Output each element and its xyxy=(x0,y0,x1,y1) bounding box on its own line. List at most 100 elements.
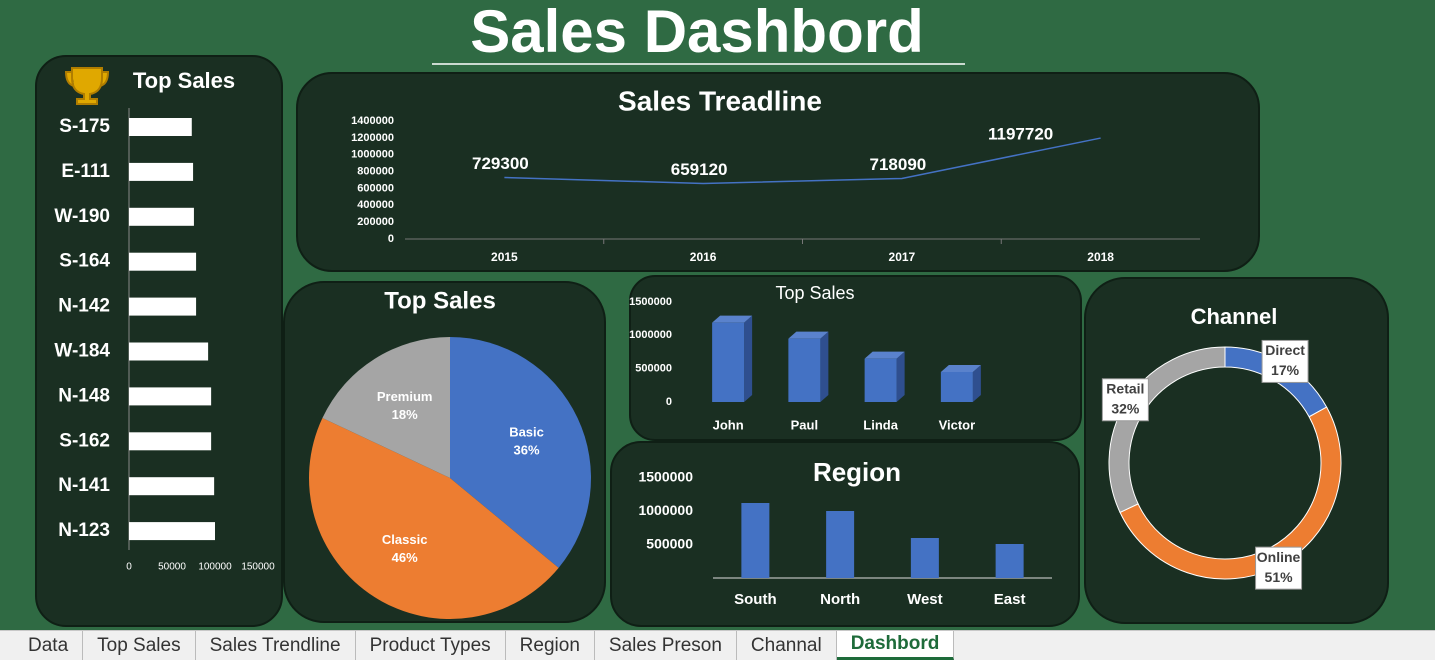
slice-category: Premium xyxy=(377,389,433,404)
sheet-tab[interactable]: Region xyxy=(506,631,595,660)
pie-slice xyxy=(322,337,450,478)
bar xyxy=(129,432,212,451)
segment-category: Direct xyxy=(1265,342,1305,358)
pie-slice xyxy=(308,417,559,620)
bar xyxy=(788,338,821,402)
x-tick-label: 0 xyxy=(126,562,132,573)
sheet-tab[interactable]: Dashbord xyxy=(836,631,955,660)
bar xyxy=(741,503,770,578)
data-label: 718090 xyxy=(870,155,927,174)
y-tick-label: 500000 xyxy=(646,535,693,551)
pie-slice xyxy=(450,337,591,568)
x-tick-label: 2016 xyxy=(690,250,717,264)
y-tick-label: 1000000 xyxy=(629,329,672,341)
bar-side xyxy=(972,365,981,402)
panel xyxy=(296,72,1260,272)
panel xyxy=(35,55,283,627)
bar xyxy=(129,297,197,316)
x-tick-label: Victor xyxy=(939,417,976,432)
bar xyxy=(129,252,197,271)
label-box xyxy=(1101,378,1149,422)
bar-top xyxy=(940,365,981,372)
chart-title: Top Sales xyxy=(133,68,235,93)
x-tick-label: 2015 xyxy=(491,250,518,264)
bar xyxy=(940,372,973,402)
y-tick-label: 1000000 xyxy=(638,502,693,518)
x-tick-label: East xyxy=(994,591,1026,608)
category-label: E-111 xyxy=(61,161,110,182)
y-tick-label: 400000 xyxy=(357,199,394,211)
category-label: N-141 xyxy=(58,475,110,496)
x-tick-label: Linda xyxy=(863,417,898,432)
segment-category: Retail xyxy=(1106,380,1144,396)
segment-category: Online xyxy=(1257,549,1301,565)
chart-title: Region xyxy=(813,457,901,487)
bar-side xyxy=(744,315,753,402)
y-tick-label: 1000000 xyxy=(351,149,394,161)
y-tick-label: 0 xyxy=(388,233,394,245)
category-label: W-190 xyxy=(54,206,110,227)
x-tick-label: Paul xyxy=(791,417,818,432)
category-label: S-162 xyxy=(59,430,110,451)
slice-value: 18% xyxy=(392,407,418,422)
bar xyxy=(129,207,194,226)
bar xyxy=(129,522,215,541)
bar xyxy=(910,538,939,578)
bar xyxy=(129,477,215,496)
label-box xyxy=(1255,546,1303,590)
category-label: S-164 xyxy=(59,251,110,272)
sheet-tab[interactable]: Sales Trendline xyxy=(196,631,356,660)
tab-spacer xyxy=(0,631,14,660)
sheet-tab[interactable]: Data xyxy=(14,631,84,660)
data-label: 1197720 xyxy=(988,125,1053,144)
bar xyxy=(129,387,212,406)
y-tick-label: 0 xyxy=(666,396,672,408)
category-label: N-142 xyxy=(58,296,110,317)
y-tick-label: 200000 xyxy=(357,216,394,228)
category-label: N-148 xyxy=(58,385,110,406)
line xyxy=(504,137,1101,185)
segment-value: 51% xyxy=(1265,569,1294,585)
slice-value: 36% xyxy=(514,442,540,457)
slice-value: 46% xyxy=(392,550,418,565)
y-tick-label: 1200000 xyxy=(351,132,394,144)
y-tick-label: 1500000 xyxy=(638,469,693,485)
bar-top xyxy=(864,351,905,359)
segment-value: 32% xyxy=(1111,400,1140,416)
y-tick-label: 500000 xyxy=(635,363,672,375)
trophy-icon xyxy=(64,67,110,105)
category-label: N-123 xyxy=(58,520,110,541)
data-label: 729300 xyxy=(472,154,529,173)
x-tick-label: 50000 xyxy=(158,562,186,573)
chart-title: Top Sales xyxy=(384,287,496,314)
bar-top xyxy=(788,331,829,339)
y-tick-label: 1400000 xyxy=(351,115,394,127)
bar xyxy=(129,162,194,181)
sheet-tab[interactable]: Channal xyxy=(737,631,837,660)
category-label: W-184 xyxy=(54,341,110,362)
y-tick-label: 600000 xyxy=(357,182,394,194)
bar-side xyxy=(896,351,905,402)
chart-title: Sales Treadline xyxy=(618,85,822,116)
label-box xyxy=(1261,339,1309,383)
chart-title: Top Sales xyxy=(775,283,854,303)
chart-title: Channel xyxy=(1191,304,1278,329)
x-tick-label: 2018 xyxy=(1087,250,1114,264)
x-tick-label: North xyxy=(820,591,860,608)
category-label: S-175 xyxy=(59,116,110,137)
bar xyxy=(129,118,192,136)
sheet-tab[interactable]: Sales Preson xyxy=(595,631,737,660)
slice-category: Basic xyxy=(509,424,544,439)
x-tick-label: 150000 xyxy=(241,562,275,573)
sheet-tab[interactable]: Product Types xyxy=(356,631,506,660)
sheet-tab[interactable]: Top Sales xyxy=(83,631,196,660)
x-tick-label: 100000 xyxy=(198,562,232,573)
dashboard-title: Sales Dashbord xyxy=(470,0,924,65)
bar xyxy=(864,358,897,402)
dashboard: Sales Dashbord Top Sales 0 50000 100000 1500… xyxy=(0,0,1435,630)
y-tick-label: 800000 xyxy=(357,165,394,177)
x-tick-label: West xyxy=(907,591,943,608)
x-tick-label: South xyxy=(734,591,777,608)
y-tick-label: 1500000 xyxy=(629,296,672,308)
data-label: 659120 xyxy=(671,160,728,179)
